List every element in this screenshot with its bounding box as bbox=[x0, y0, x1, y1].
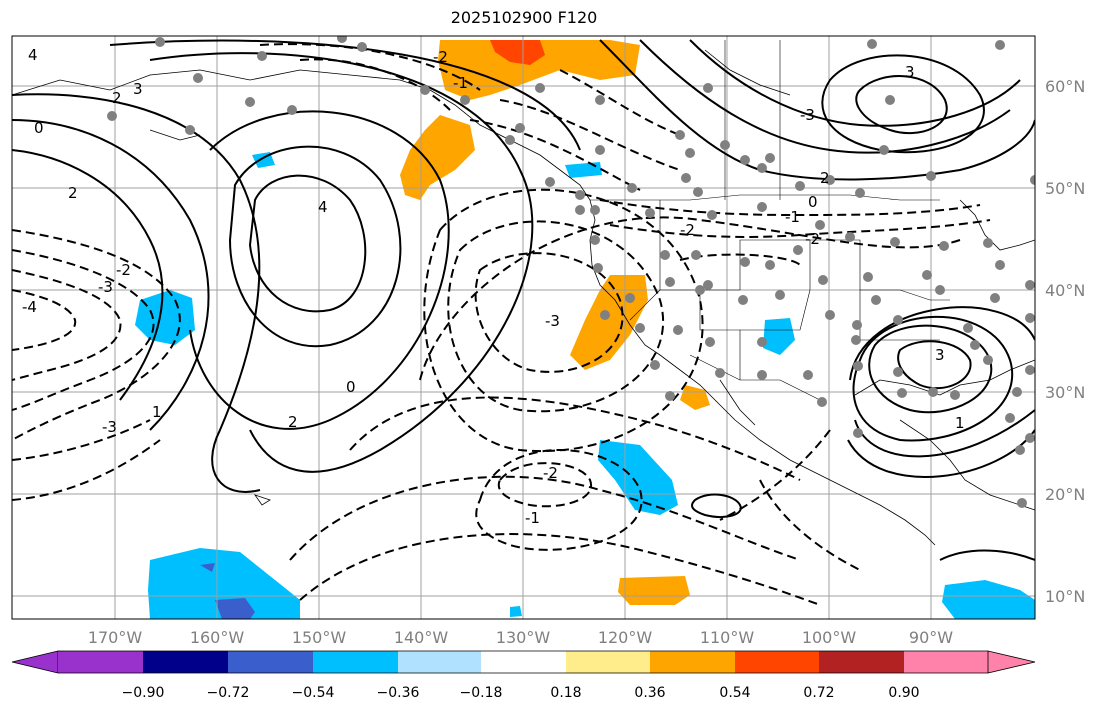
colorbar-segment bbox=[650, 651, 735, 673]
lat-label: 50°N bbox=[1045, 179, 1085, 198]
contour-label: -2 bbox=[805, 230, 820, 248]
lat-label: 30°N bbox=[1045, 383, 1085, 402]
plot-frame bbox=[11, 35, 1036, 620]
shade-blue-bc bbox=[565, 162, 602, 178]
lon-label: 160°W bbox=[190, 628, 245, 647]
colorbar-tick-label: −0.72 bbox=[207, 685, 250, 701]
contour-label: 0 bbox=[346, 378, 356, 396]
shade-blue-sw bbox=[148, 548, 300, 619]
contour-label: -1 bbox=[525, 509, 540, 527]
colorbar-segment bbox=[398, 651, 481, 673]
lon-label: 170°W bbox=[88, 628, 143, 647]
contour-label: -2 bbox=[680, 221, 695, 239]
colorbar-extend-right bbox=[987, 650, 1036, 674]
colorbar-tick-label: 0.36 bbox=[634, 685, 665, 701]
contour-label: -1 bbox=[785, 208, 800, 226]
contour-label: 3 bbox=[133, 80, 143, 98]
contour-label: 3 bbox=[905, 63, 915, 81]
shade-orange-alaska bbox=[438, 40, 640, 100]
contour-label: 2 bbox=[68, 184, 78, 202]
colorbar-segment bbox=[313, 651, 398, 673]
lon-label: 110°W bbox=[700, 628, 755, 647]
colorbar: −0.90 −0.72 −0.54 −0.36 −0.18 0.18 0.36 … bbox=[11, 650, 1036, 701]
colorbar-segment bbox=[228, 651, 313, 673]
colorbar-tick-label: −0.90 bbox=[122, 685, 165, 701]
colorbar-segment bbox=[904, 651, 988, 673]
shade-red-alaska bbox=[490, 40, 545, 65]
colorbar-segment bbox=[58, 651, 143, 673]
colorbar-tick-label: 0.90 bbox=[888, 685, 919, 701]
colorbar-tick-labels: −0.90 −0.72 −0.54 −0.36 −0.18 0.18 0.36 … bbox=[122, 685, 920, 701]
colorbar-tick-label: −0.36 bbox=[377, 685, 420, 701]
colorbar-segment bbox=[566, 651, 650, 673]
contour-label: 3 bbox=[935, 346, 945, 364]
contour-label: 4 bbox=[28, 46, 38, 64]
shade-blue-west bbox=[135, 290, 195, 345]
lat-label: 10°N bbox=[1045, 587, 1085, 606]
colorbar-tick-label: 0.18 bbox=[550, 685, 581, 701]
contour-label: -2 bbox=[116, 261, 131, 279]
contour-label: 2 bbox=[112, 89, 122, 107]
contour-label: 1 bbox=[152, 403, 162, 421]
colorbar-segment bbox=[735, 651, 819, 673]
lon-label: 120°W bbox=[598, 628, 653, 647]
colorbar-segment bbox=[819, 651, 904, 673]
contour-label: -3 bbox=[545, 312, 560, 330]
shade-darkblue-sw bbox=[215, 598, 255, 619]
contour-label: -3 bbox=[800, 106, 815, 124]
colorbar-tick-label: 0.72 bbox=[803, 685, 834, 701]
shade-blue-nm bbox=[763, 318, 795, 355]
colorbar-tick-label: −0.18 bbox=[460, 685, 503, 701]
station-markers bbox=[107, 36, 1035, 508]
contour-label: -3 bbox=[98, 278, 113, 296]
contour-label: -2 bbox=[543, 464, 558, 482]
colorbar-segment bbox=[143, 651, 228, 673]
contour-label: 0 bbox=[34, 119, 44, 137]
contour-label: -4 bbox=[22, 298, 37, 316]
lat-label: 40°N bbox=[1045, 281, 1085, 300]
contour-label: 0 bbox=[808, 193, 818, 211]
shade-orange-gulf-ca bbox=[680, 385, 710, 410]
shaded-anomaly-regions bbox=[135, 40, 1035, 619]
colorbar-segment bbox=[481, 651, 566, 673]
chart-title: 2025102900 F120 bbox=[450, 8, 598, 27]
contour-label: 1 bbox=[955, 414, 965, 432]
contour-labels: 4 3 2 0 2 4 -1 -2 -3 2 1 0 -3 -2 -1 -2 3… bbox=[22, 46, 965, 527]
shade-orange-south bbox=[618, 576, 690, 605]
lon-label: 130°W bbox=[496, 628, 551, 647]
colorbar-tick-label: −0.54 bbox=[292, 685, 335, 701]
colorbar-tick-label: 0.54 bbox=[719, 685, 750, 701]
shade-orange-gulf bbox=[400, 115, 475, 200]
contour-label: -3 bbox=[102, 418, 117, 436]
lat-label: 60°N bbox=[1045, 77, 1085, 96]
negative-contours bbox=[12, 43, 991, 606]
contour-label: 4 bbox=[318, 198, 328, 216]
lon-label: 140°W bbox=[394, 628, 449, 647]
contour-label: -2 bbox=[433, 48, 448, 66]
contour-label: 2 bbox=[820, 169, 830, 187]
lon-label: 150°W bbox=[292, 628, 347, 647]
lon-label: 90°W bbox=[909, 628, 953, 647]
shade-blue-dot bbox=[510, 606, 522, 617]
lat-label: 20°N bbox=[1045, 485, 1085, 504]
colorbar-extend-left bbox=[11, 650, 59, 674]
lon-tick-labels: 170°W 160°W 150°W 140°W 130°W 120°W 110°… bbox=[88, 628, 953, 647]
shade-blue-east-pacific bbox=[598, 440, 678, 515]
contour-label: 2 bbox=[288, 413, 298, 431]
lat-tick-labels: 60°N 50°N 40°N 30°N 20°N 10°N bbox=[1045, 77, 1085, 606]
shade-darkblue-sw2 bbox=[200, 563, 215, 572]
lon-label: 100°W bbox=[802, 628, 857, 647]
shade-blue-caribbean bbox=[942, 580, 1035, 619]
shade-blue-small-north bbox=[252, 152, 275, 168]
contour-label: -1 bbox=[453, 74, 468, 92]
